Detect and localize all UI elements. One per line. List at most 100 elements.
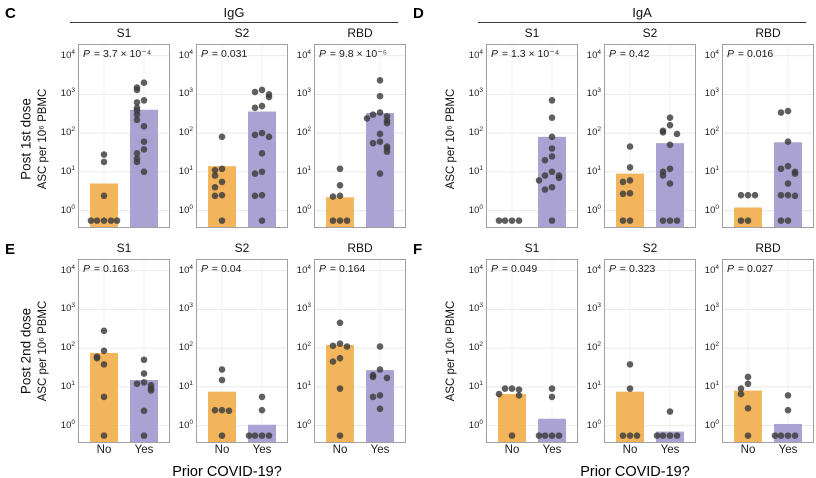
antigen-title: S2: [642, 26, 658, 40]
plot-svg: [486, 44, 578, 228]
data-point: [376, 343, 384, 350]
data-point: [369, 111, 377, 118]
p-value-label: P = 0.323: [609, 263, 656, 275]
plot-svg: [78, 44, 170, 228]
panel-F: F ASC per 10⁶ PBMC S1 100 101 102 103 104 P = …: [408, 236, 816, 478]
data-point: [140, 122, 148, 130]
subplot-D-S1: S1 100 101 102 103 104 P = 1.3 × 10⁻⁴: [460, 26, 578, 228]
data-point: [666, 165, 674, 173]
data-point: [666, 180, 674, 187]
plot-svg: [78, 259, 170, 443]
y-tick-label: 103: [296, 87, 311, 100]
y-axis-ticks: 100 101 102 103 104: [460, 44, 485, 228]
y-tick-label: 103: [468, 302, 483, 315]
panel-letter-C: C: [5, 5, 16, 22]
data-point: [376, 77, 384, 84]
data-point: [744, 217, 752, 224]
antigen-title: S2: [642, 241, 658, 255]
data-point: [100, 361, 108, 368]
data-point: [784, 392, 792, 399]
data-point: [93, 354, 101, 362]
data-point: [548, 133, 556, 141]
y-tick-label: 101: [704, 164, 719, 177]
data-point: [548, 97, 556, 104]
subplot-E-S1: S1 100 101 102 103 104 P = 0.163 No Yes: [52, 241, 170, 459]
data-point: [501, 385, 509, 392]
data-point: [666, 217, 674, 224]
no-bar: [734, 207, 762, 227]
data-point: [619, 178, 627, 186]
data-point: [744, 432, 752, 439]
p-value-label: P = 0.049: [491, 263, 538, 275]
data-point: [777, 109, 785, 116]
panel-D-y-labels: ASC per 10⁶ PBMC: [426, 47, 460, 231]
p-value-label: P = 0.016: [727, 48, 774, 60]
data-point: [784, 217, 792, 224]
data-point: [737, 390, 745, 398]
y-tick-label: 102: [178, 126, 193, 139]
yes-bar: [366, 113, 394, 227]
y-tick-label: 101: [468, 164, 483, 177]
data-point: [329, 217, 337, 224]
data-point: [548, 393, 556, 401]
data-point: [535, 432, 543, 439]
y-axis-ticks: 100 101 102 103 104: [52, 44, 77, 228]
plot-area: 100 101 102 103 104 P = 3.7 × 10⁻⁴: [52, 44, 170, 228]
plot-area: 100 101 102 103 104 P = 0.031: [170, 44, 288, 228]
x-tick-labels: No Yes: [288, 443, 406, 459]
panel-C-y-labels: Post 1st dose ASC per 10⁶ PBMC: [18, 47, 52, 231]
data-point: [619, 217, 627, 224]
data-point: [659, 432, 667, 439]
antigen-title: S1: [116, 26, 132, 40]
x-tick-label-yes: Yes: [778, 444, 798, 456]
y-tick-label: 100: [468, 203, 483, 216]
panel-D-subplots: S1 100 101 102 103 104 P = 1.3 × 10⁻⁴ S2 100 101 1…: [460, 26, 814, 228]
plot-svg: [604, 259, 696, 443]
panel-E-y-labels: Post 2nd dose ASC per 10⁶ PBMC: [18, 259, 52, 443]
subplot-C-S2: S2 100 101 102 103 104 P = 0.031: [170, 26, 288, 228]
y-axis-ticks: 100 101 102 103 104: [578, 44, 603, 228]
data-point: [784, 406, 792, 414]
y-tick-label: 103: [704, 302, 719, 315]
data-point: [258, 168, 266, 176]
panel-letter-F: F: [413, 241, 423, 258]
y-tick-label: 103: [586, 302, 601, 315]
data-point: [343, 217, 351, 224]
data-point: [508, 385, 516, 392]
data-point: [140, 138, 148, 145]
y-tick-label: 100: [704, 418, 719, 431]
y-axis-ticks: 100 101 102 103 104: [460, 259, 485, 443]
data-point: [515, 392, 523, 399]
y-tick-label: 101: [178, 379, 193, 392]
data-point: [140, 97, 148, 104]
data-point: [258, 129, 266, 137]
data-point: [784, 107, 792, 115]
yes-bar: [538, 136, 566, 227]
data-point: [659, 217, 667, 224]
data-point: [791, 192, 799, 200]
data-point: [100, 151, 108, 158]
y-tick-label: 100: [296, 203, 311, 216]
data-point: [376, 92, 384, 100]
y-tick-label: 101: [468, 379, 483, 392]
subplot-F-S1: S1 100 101 102 103 104 P = 0.049 No Yes: [460, 241, 578, 459]
p-value-label: P = 0.027: [727, 263, 774, 275]
data-point: [93, 217, 101, 224]
data-point: [336, 165, 344, 173]
data-point: [666, 141, 674, 149]
data-point: [541, 432, 549, 439]
p-value-label: P = 9.8 × 10⁻⁵: [319, 48, 388, 60]
y-tick-label: 103: [60, 87, 75, 100]
plot-area: 100 101 102 103 104 P = 0.323: [578, 259, 696, 443]
data-point: [329, 193, 337, 200]
plot-area: 100 101 102 103 104 P = 0.016: [696, 44, 814, 228]
y-axis-ticks: 100 101 102 103 104: [288, 44, 313, 228]
data-point: [777, 191, 785, 199]
panel-C-header: IgG: [0, 5, 408, 26]
data-point: [218, 165, 226, 173]
data-point: [666, 432, 674, 439]
data-point: [140, 407, 148, 415]
panel-C: C IgG Post 1st dose ASC per 10⁶ PBMC S1 1…: [0, 0, 408, 236]
data-point: [113, 217, 121, 224]
y-axis-ticks: 100 101 102 103 104: [170, 259, 195, 443]
